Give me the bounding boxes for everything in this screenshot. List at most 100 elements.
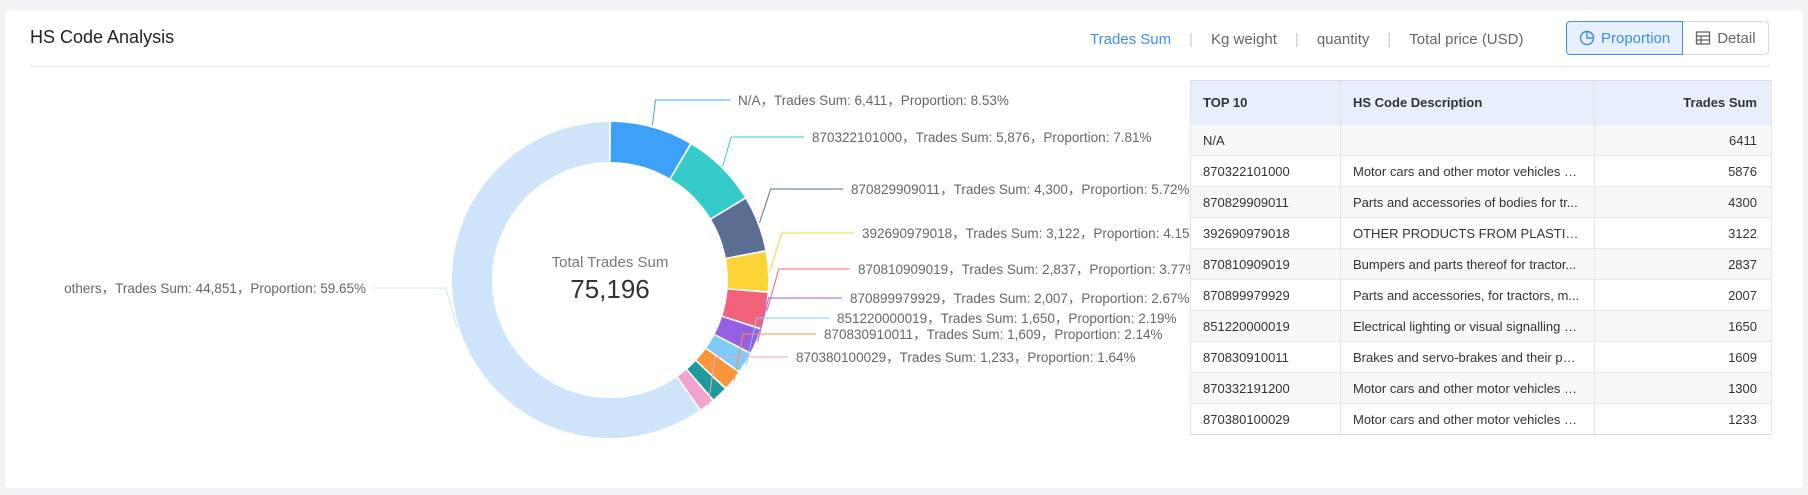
leader-line bbox=[733, 333, 816, 382]
leader-line bbox=[707, 356, 788, 407]
row-description: Parts and accessories, for tractors, m..… bbox=[1353, 287, 1580, 303]
header-top10: TOP 10 bbox=[1191, 81, 1341, 124]
row-trades-sum: 4300 bbox=[1728, 194, 1757, 210]
center-value: 75,196 bbox=[570, 274, 650, 304]
table-body: N/A 6411 870322101000 Motor cars and other … bbox=[1191, 124, 1771, 434]
row-description: Bumpers and parts thereof for tractor... bbox=[1353, 256, 1577, 272]
row-description-cell bbox=[1341, 125, 1595, 155]
leader-line bbox=[745, 317, 829, 364]
row-hs-code: N/A bbox=[1191, 125, 1341, 155]
header-divider bbox=[30, 66, 1770, 67]
row-description-cell: Parts and accessories of bodies for tr..… bbox=[1341, 187, 1595, 217]
row-trades-sum: 5876 bbox=[1728, 163, 1757, 179]
view-toggle: Proportion Detail bbox=[1566, 21, 1769, 55]
row-description: Motor cars and other motor vehicles p... bbox=[1353, 163, 1582, 179]
leader-line bbox=[759, 188, 843, 224]
tab-kg-weight[interactable]: Kg weight bbox=[1211, 30, 1277, 48]
row-description: Motor cars and other motor vehicles p... bbox=[1353, 411, 1582, 427]
table-row: 870810909019 Bumpers and parts thereof fo… bbox=[1191, 248, 1771, 279]
table-row: 870899979929 Parts and accessories, for t… bbox=[1191, 279, 1771, 310]
tab-quantity[interactable]: quantity bbox=[1316, 30, 1370, 48]
slice-870380100029[interactable] bbox=[677, 370, 713, 410]
row-trades-sum: 2837 bbox=[1728, 256, 1757, 272]
row-hs-code: 870899979929 bbox=[1191, 280, 1341, 310]
row-trades-sum: 1650 bbox=[1728, 318, 1757, 334]
row-hs-code: 870380100029 bbox=[1191, 404, 1341, 434]
slice-others[interactable] bbox=[452, 122, 700, 438]
leader-line bbox=[769, 232, 854, 272]
slice-n-a[interactable] bbox=[610, 122, 690, 179]
slice-870830910011[interactable] bbox=[696, 349, 739, 388]
tab-total-price[interactable]: Total price (USD) bbox=[1409, 30, 1524, 48]
table-row: 870380100029 Motor cars and other motor v… bbox=[1191, 403, 1771, 434]
slice-870332191200[interactable] bbox=[687, 361, 725, 400]
table-row: 392690979018 OTHER PRODUCTS FROM PLASTICS… bbox=[1191, 217, 1771, 248]
slice-label: 870830910011，Trades Sum: 1,609，Proportio… bbox=[824, 327, 1162, 342]
center-label: Total Trades Sum bbox=[552, 254, 669, 271]
table-row: 851220000019 Electrical lighting or visua… bbox=[1191, 310, 1771, 341]
leader-line bbox=[766, 268, 850, 312]
row-hs-code: 851220000019 bbox=[1191, 311, 1341, 341]
row-description: Brakes and servo-brakes and their par... bbox=[1353, 349, 1582, 365]
row-description: OTHER PRODUCTS FROM PLASTICS A... bbox=[1353, 225, 1582, 241]
slice-label: 392690979018，Trades Sum: 3,122，Proportio… bbox=[862, 226, 1190, 241]
slice-870899979929[interactable] bbox=[714, 317, 761, 353]
header-trades-sum: Trades Sum bbox=[1683, 95, 1757, 110]
donut-chart: N/A，Trades Sum: 6,411，Proportion: 8.53% 8… bbox=[64, 93, 1190, 438]
table-row: N/A 6411 bbox=[1191, 124, 1771, 155]
slice-870829909011[interactable] bbox=[711, 199, 766, 258]
row-trades-sum: 1609 bbox=[1728, 349, 1757, 365]
row-hs-code: 870830910011 bbox=[1191, 342, 1341, 372]
slice-851220000019[interactable] bbox=[706, 335, 750, 371]
slice-label: others，Trades Sum: 44,851，Proportion: 59… bbox=[64, 281, 366, 296]
row-description-cell: Motor cars and other motor vehicles p... bbox=[1341, 156, 1595, 186]
proportion-label: Proportion bbox=[1601, 29, 1671, 47]
row-hs-code: 392690979018 bbox=[1191, 218, 1341, 248]
leader-line bbox=[757, 297, 842, 342]
row-description-cell: OTHER PRODUCTS FROM PLASTICS A... bbox=[1341, 218, 1595, 248]
detail-button[interactable]: Detail bbox=[1683, 21, 1769, 55]
tab-separator: | bbox=[1294, 30, 1299, 48]
row-hs-code: 870829909011 bbox=[1191, 187, 1341, 217]
pie-chart-icon bbox=[1579, 30, 1595, 46]
slice-label: 851220000019，Trades Sum: 1,650，Proportio… bbox=[837, 311, 1176, 326]
row-description: Motor cars and other motor vehicles p... bbox=[1353, 380, 1582, 396]
slice-label: 870322101000，Trades Sum: 5,876，Proportio… bbox=[812, 130, 1151, 145]
row-trades-sum: 1233 bbox=[1728, 411, 1757, 427]
tab-separator: | bbox=[1189, 30, 1194, 48]
proportion-button[interactable]: Proportion bbox=[1566, 21, 1684, 55]
table-row: 870829909011 Parts and accessories of bod… bbox=[1191, 186, 1771, 217]
table-row: 870332191200 Motor cars and other motor v… bbox=[1191, 372, 1771, 403]
row-hs-code: 870322101000 bbox=[1191, 156, 1341, 186]
metric-tabs: Trades Sum | Kg weight | quantity | Tota… bbox=[1090, 28, 1523, 50]
slice-label: 870899979929，Trades Sum: 2,007，Proportio… bbox=[850, 291, 1189, 306]
top10-table: TOP 10 HS Code Description Trades Sum N/… bbox=[1190, 80, 1772, 435]
row-hs-code: 870332191200 bbox=[1191, 373, 1341, 403]
tab-separator: | bbox=[1387, 30, 1392, 48]
slice-870322101000[interactable] bbox=[670, 144, 745, 219]
row-description-cell: Motor cars and other motor vehicles p... bbox=[1341, 404, 1595, 434]
table-row: 870322101000 Motor cars and other motor v… bbox=[1191, 155, 1771, 186]
table-row: 870830910011 Brakes and servo-brakes and … bbox=[1191, 341, 1771, 372]
row-description-cell: Electrical lighting or visual signalling… bbox=[1341, 311, 1595, 341]
slice-label: N/A，Trades Sum: 6,411，Proportion: 8.53% bbox=[738, 93, 1009, 108]
header-description: HS Code Description bbox=[1341, 81, 1595, 124]
row-description-cell: Brakes and servo-brakes and their par... bbox=[1341, 342, 1595, 372]
leader-line bbox=[651, 99, 730, 126]
row-hs-code: 870810909019 bbox=[1191, 249, 1341, 279]
table-header: TOP 10 HS Code Description Trades Sum bbox=[1191, 81, 1771, 124]
page-title: HS Code Analysis bbox=[30, 27, 175, 47]
table-icon bbox=[1696, 31, 1711, 45]
row-description-cell: Motor cars and other motor vehicles p... bbox=[1341, 373, 1595, 403]
slice-392690979018[interactable] bbox=[726, 251, 768, 292]
leader-line bbox=[722, 136, 804, 167]
row-trades-sum: 6411 bbox=[1729, 132, 1757, 148]
leader-line bbox=[372, 287, 458, 328]
row-description: Electrical lighting or visual signalling… bbox=[1353, 318, 1582, 334]
slice-label: 870829909011，Trades Sum: 4,300，Proportio… bbox=[851, 182, 1189, 197]
slice-label: 870810909019，Trades Sum: 2,837，Proportio… bbox=[858, 262, 1190, 277]
tab-trades-sum[interactable]: Trades Sum bbox=[1090, 30, 1172, 48]
row-trades-sum: 3122 bbox=[1728, 225, 1757, 241]
row-trades-sum: 2007 bbox=[1728, 287, 1757, 303]
detail-label: Detail bbox=[1717, 29, 1756, 47]
